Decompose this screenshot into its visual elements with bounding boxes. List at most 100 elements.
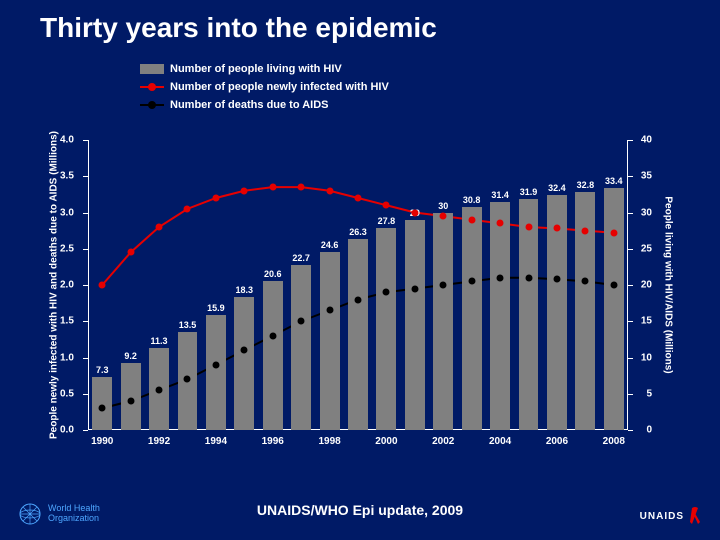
- bar-value-label: 32.4: [548, 183, 566, 193]
- ytick-mark-right: [628, 249, 633, 250]
- legend-swatch-line: [140, 104, 164, 106]
- marker-deaths: [411, 285, 418, 292]
- bar-value-label: 9.2: [124, 351, 137, 361]
- ytick-mark-left: [83, 249, 88, 250]
- marker-newly_infected: [298, 184, 305, 191]
- marker-newly_infected: [411, 209, 418, 216]
- bar-value-label: 24.6: [321, 240, 339, 250]
- ytick-right: 30: [641, 207, 652, 218]
- xtick: 1994: [205, 436, 227, 447]
- marker-deaths: [468, 278, 475, 285]
- marker-deaths: [269, 332, 276, 339]
- bar: [291, 265, 311, 430]
- marker-newly_infected: [127, 249, 134, 256]
- ytick-left: 1.0: [60, 352, 74, 363]
- bar: [604, 188, 624, 430]
- who-line2: Organization: [48, 514, 100, 524]
- bar: [490, 202, 510, 430]
- ytick-right: 10: [641, 352, 652, 363]
- marker-newly_infected: [326, 187, 333, 194]
- bar: [519, 199, 539, 430]
- bar-value-label: 32.8: [577, 180, 595, 190]
- bar: [348, 239, 368, 430]
- ytick-right: 0: [646, 425, 652, 436]
- ytick-mark-right: [628, 321, 633, 322]
- ytick-mark-right: [628, 394, 633, 395]
- slide: Thirty years into the epidemic Number of…: [0, 0, 720, 540]
- ytick-mark-right: [628, 358, 633, 359]
- marker-deaths: [525, 274, 532, 281]
- who-logo: World Health Organization: [18, 502, 100, 526]
- who-text: World Health Organization: [48, 504, 100, 524]
- ytick-left: 3.5: [60, 171, 74, 182]
- marker-newly_infected: [184, 205, 191, 212]
- legend-label: Number of people living with HIV: [170, 63, 342, 75]
- bar-value-label: 33.4: [605, 176, 623, 186]
- marker-newly_infected: [497, 220, 504, 227]
- marker-newly_infected: [383, 202, 390, 209]
- xtick: 1998: [318, 436, 340, 447]
- ytick-mark-right: [628, 140, 633, 141]
- bar: [206, 315, 226, 430]
- xtick: 1996: [262, 436, 284, 447]
- ytick-left: 3.0: [60, 207, 74, 218]
- left-axis-label: People newly infected with HIV and death…: [49, 131, 60, 439]
- chart-area: Number of people living with HIV Number o…: [40, 60, 680, 480]
- right-axis-label: People living with HIV/AIDS (Millions): [663, 196, 674, 373]
- ytick-right: 35: [641, 171, 652, 182]
- plot: People newly infected with HIV and death…: [88, 140, 628, 430]
- bar-value-label: 15.9: [207, 303, 225, 313]
- marker-deaths: [440, 282, 447, 289]
- marker-deaths: [355, 296, 362, 303]
- bar-value-label: 20.6: [264, 269, 282, 279]
- marker-deaths: [497, 274, 504, 281]
- bar: [234, 297, 254, 430]
- marker-deaths: [241, 347, 248, 354]
- ytick-left: 1.5: [60, 316, 74, 327]
- unaids-logo: UNAIDS: [640, 506, 702, 526]
- legend-swatch-bar: [140, 64, 164, 74]
- xtick: 2004: [489, 436, 511, 447]
- ytick-right: 25: [641, 243, 652, 254]
- marker-newly_infected: [525, 224, 532, 231]
- ytick-mark-left: [83, 358, 88, 359]
- ytick-mark-left: [83, 213, 88, 214]
- marker-deaths: [582, 278, 589, 285]
- bar-value-label: 26.3: [349, 227, 367, 237]
- ytick-mark-left: [83, 285, 88, 286]
- bar-value-label: 27.8: [378, 216, 396, 226]
- bar-value-label: 30.8: [463, 195, 481, 205]
- bar-value-label: 18.3: [236, 285, 254, 295]
- ytick-left: 0.5: [60, 388, 74, 399]
- ytick-right: 20: [641, 280, 652, 291]
- bar: [92, 377, 112, 430]
- bar-value-label: 11.3: [151, 336, 168, 346]
- bar: [263, 281, 283, 430]
- marker-newly_infected: [156, 224, 163, 231]
- bar: [433, 213, 453, 431]
- marker-deaths: [610, 282, 617, 289]
- bar-value-label: 7.3: [96, 365, 109, 375]
- marker-newly_infected: [468, 216, 475, 223]
- marker-deaths: [298, 318, 305, 325]
- legend-label: Number of people newly infected with HIV: [170, 81, 389, 93]
- marker-deaths: [553, 276, 560, 283]
- slide-title: Thirty years into the epidemic: [40, 12, 437, 44]
- caption: UNAIDS/WHO Epi update, 2009: [257, 502, 463, 518]
- xtick: 2008: [603, 436, 625, 447]
- marker-deaths: [156, 387, 163, 394]
- ytick-mark-right: [628, 176, 633, 177]
- ytick-mark-left: [83, 394, 88, 395]
- marker-newly_infected: [212, 195, 219, 202]
- ytick-left: 4.0: [60, 135, 74, 146]
- marker-newly_infected: [610, 229, 617, 236]
- marker-deaths: [127, 398, 134, 405]
- marker-newly_infected: [582, 227, 589, 234]
- marker-newly_infected: [553, 225, 560, 232]
- legend-item: Number of people newly infected with HIV: [140, 78, 389, 96]
- marker-newly_infected: [269, 184, 276, 191]
- ytick-mark-left: [83, 321, 88, 322]
- ytick-mark-right: [628, 213, 633, 214]
- bar-value-label: 30: [438, 201, 448, 211]
- ytick-mark-left: [83, 176, 88, 177]
